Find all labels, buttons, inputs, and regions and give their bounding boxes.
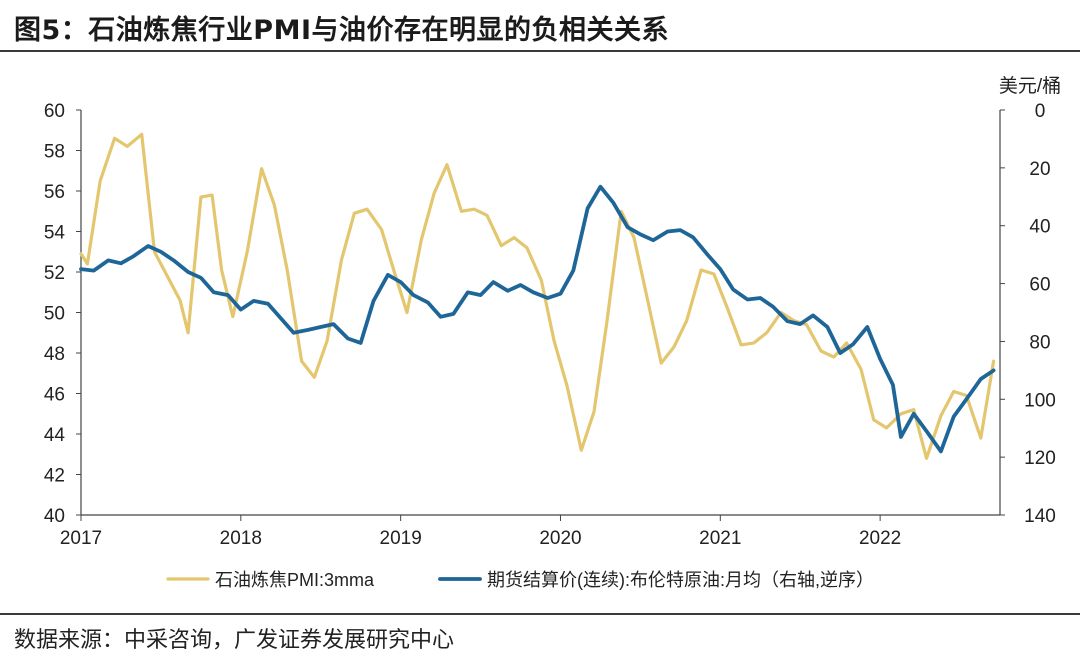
left-tick-label: 42 bbox=[44, 466, 65, 487]
bottom-divider bbox=[0, 613, 1080, 615]
x-tick-label: 2020 bbox=[539, 528, 581, 549]
left-tick-label: 50 bbox=[44, 304, 65, 325]
left-tick-label: 52 bbox=[44, 263, 65, 284]
left-tick-label: 60 bbox=[44, 101, 65, 122]
figure-title: 图5：石油炼焦行业PMI与油价存在明显的负相关关系 bbox=[14, 15, 669, 46]
x-tick-label: 2022 bbox=[859, 528, 901, 549]
x-tick-label: 2017 bbox=[60, 528, 102, 549]
left-tick-label: 44 bbox=[44, 425, 66, 446]
oil-price-series-line bbox=[79, 184, 996, 454]
left-tick-label: 46 bbox=[44, 385, 65, 406]
x-tick-label: 2021 bbox=[699, 528, 741, 549]
left-tick-label: 54 bbox=[44, 223, 66, 244]
right-tick-label: 80 bbox=[1029, 332, 1050, 353]
legend-label-pmi: 石油炼焦PMI:3mma bbox=[215, 570, 375, 590]
right-axis-unit: 美元/桶 bbox=[999, 75, 1061, 97]
left-tick-label: 58 bbox=[44, 142, 65, 163]
line-chart: 40 42 44 46 48 50 52 54 56 58 60 0 20 40 60 80 100 120 140… bbox=[44, 75, 1061, 590]
right-tick-label: 100 bbox=[1024, 390, 1056, 411]
pmi-series-line bbox=[79, 132, 996, 460]
left-tick-label: 48 bbox=[44, 344, 65, 365]
legend: 石油炼焦PMI:3mma 期货结算价(连续):布伦特原油:月均（右轴,逆序） bbox=[166, 570, 874, 590]
legend-label-oil: 期货结算价(连续):布伦特原油:月均（右轴,逆序） bbox=[487, 570, 874, 590]
right-tick-label: 140 bbox=[1024, 506, 1056, 527]
left-tick-label: 56 bbox=[44, 182, 65, 203]
right-tick-label: 120 bbox=[1024, 448, 1056, 469]
x-tick-label: 2018 bbox=[220, 528, 262, 549]
axes-group: 40 42 44 46 48 50 52 54 56 58 60 0 20 40 60 80 100 120 140… bbox=[44, 75, 1061, 549]
right-tick-label: 20 bbox=[1029, 159, 1050, 180]
left-tick-label: 40 bbox=[44, 506, 65, 527]
right-tick-label: 60 bbox=[1029, 275, 1050, 296]
data-source-note: 数据来源：中采咨询，广发证券发展研究中心 bbox=[14, 628, 455, 653]
x-tick-label: 2019 bbox=[380, 528, 422, 549]
right-tick-label: 40 bbox=[1029, 217, 1050, 238]
right-tick-label: 0 bbox=[1035, 101, 1046, 122]
top-divider bbox=[0, 50, 1080, 52]
series-group bbox=[79, 132, 996, 460]
